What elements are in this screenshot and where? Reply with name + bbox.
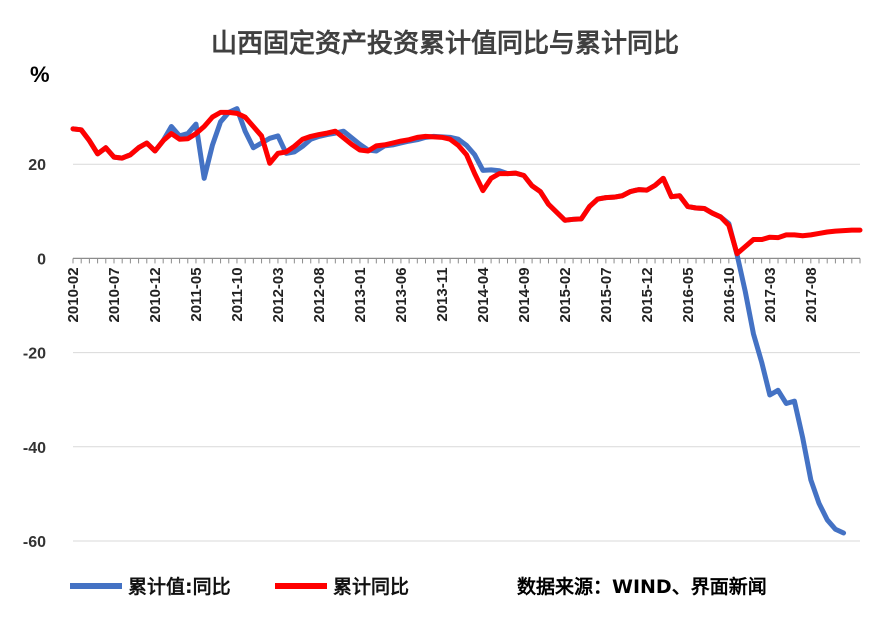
y-tick-label: 0 — [37, 251, 46, 268]
x-tick-label: 2012-08 — [311, 267, 328, 322]
gridlines — [73, 163, 860, 542]
x-tick-label: 2016-05 — [680, 267, 697, 322]
x-tick-label: 2014-04 — [475, 267, 492, 323]
x-tick-label: 2017-08 — [803, 267, 820, 322]
y-tick-label: -60 — [23, 534, 46, 551]
chart-title: 山西固定资产投资累计值同比与累计同比 — [211, 28, 679, 59]
y-axis-unit: % — [30, 62, 50, 87]
legend-label-cumulative-value-yoy: 累计值:同比 — [128, 575, 231, 598]
x-tick-label: 2013-06 — [393, 267, 410, 322]
y-tick-label: -40 — [23, 440, 46, 457]
x-axis: 2010-02 2010-07 2010-12 2011-05 2011-10 2012-… — [65, 257, 861, 323]
y-tick-label: -20 — [23, 346, 46, 363]
series-line-cumulative-yoy — [70, 109, 863, 257]
x-tick-label: 2010-12 — [147, 267, 164, 322]
x-tick-label: 2015-02 — [557, 267, 574, 322]
x-tick-label: 2010-02 — [65, 267, 82, 322]
x-tick-label: 2012-03 — [270, 267, 287, 322]
x-tick-label: 2017-03 — [762, 267, 779, 322]
x-tick-label: 2013-01 — [352, 267, 369, 322]
x-tick-label: 2015-07 — [598, 267, 615, 322]
x-tick-label: 2014-09 — [516, 267, 533, 322]
x-tick-label: 2010-07 — [106, 267, 123, 322]
legend-label-cumulative-yoy: 累计同比 — [333, 576, 409, 598]
y-axis-ticks: 20 0 -20 -40 -60 — [23, 157, 46, 551]
series-lines — [70, 106, 863, 536]
x-tick-label: 2015-12 — [639, 267, 656, 322]
x-tick-label: 2013-11 — [434, 267, 451, 321]
y-tick-label: 20 — [28, 157, 46, 174]
x-tick-label: 2011-10 — [229, 267, 246, 321]
source-note: 数据来源：WIND、界面新闻 — [517, 575, 767, 598]
legend: 累计值:同比 累计同比 — [70, 575, 409, 598]
x-tick-label: 2016-10 — [721, 267, 738, 322]
x-tick-label: 2011-05 — [188, 267, 205, 321]
